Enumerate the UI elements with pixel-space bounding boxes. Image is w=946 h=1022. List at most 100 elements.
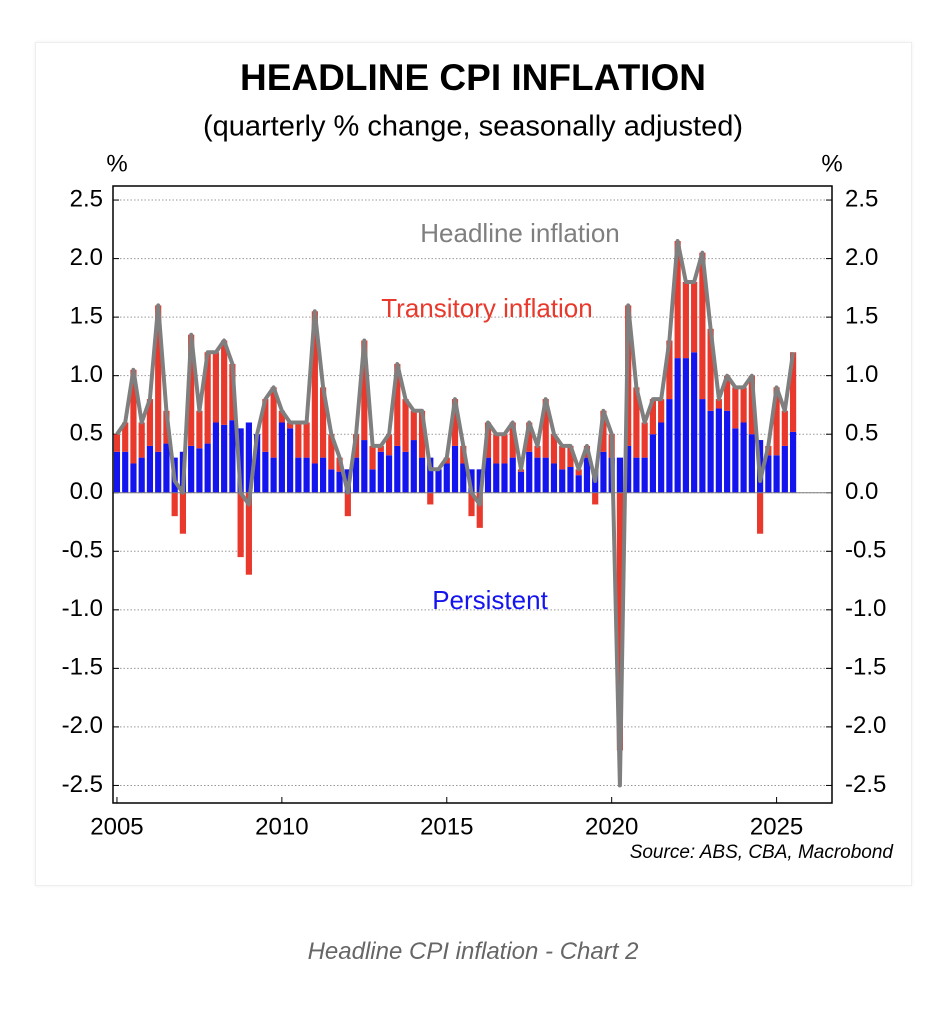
- bar: [732, 428, 739, 493]
- bar: [221, 424, 228, 493]
- bar: [724, 410, 731, 493]
- bar: [724, 375, 731, 411]
- bar: [666, 340, 673, 400]
- bar: [773, 455, 780, 493]
- y2-tick-label: 0.5: [845, 420, 878, 447]
- bar: [311, 311, 318, 464]
- y2-unit: %: [821, 150, 842, 177]
- y2-tick-label: 1.5: [845, 302, 878, 329]
- bar: [451, 399, 459, 446]
- bar: [633, 387, 640, 458]
- bar: [138, 457, 145, 493]
- y-tick-label: 1.0: [70, 361, 103, 388]
- bar: [385, 455, 393, 493]
- bar: [707, 410, 714, 493]
- bar: [130, 369, 137, 464]
- bar: [542, 399, 549, 458]
- bar: [501, 434, 508, 464]
- bar: [427, 492, 434, 505]
- bar: [592, 492, 599, 505]
- bar: [493, 463, 500, 493]
- bar: [377, 445, 384, 452]
- bar: [757, 492, 764, 534]
- y2-tick-label: -0.5: [845, 537, 886, 564]
- y-tick-label: -2.0: [62, 712, 103, 739]
- bar: [262, 451, 269, 493]
- bar: [649, 399, 657, 435]
- bar: [287, 422, 294, 429]
- bar: [410, 440, 417, 493]
- bar: [155, 451, 162, 493]
- bar: [715, 408, 722, 493]
- bar: [179, 492, 187, 534]
- bar: [526, 451, 533, 493]
- bar: [361, 340, 368, 441]
- bar: [468, 469, 475, 493]
- chart-subtitle: (quarterly % change, seasonally adjusted…: [203, 111, 743, 143]
- bar: [245, 422, 252, 493]
- bar: [443, 463, 450, 493]
- bar: [303, 422, 310, 458]
- bar: [410, 410, 417, 441]
- bar: [311, 463, 318, 493]
- bar: [674, 241, 681, 359]
- annotation: Persistent: [432, 585, 548, 615]
- chart-card: [35, 42, 912, 886]
- bar: [146, 399, 154, 446]
- x-tick-label: 2005: [90, 813, 143, 840]
- bar: [245, 492, 252, 575]
- y-tick-label: -1.5: [62, 654, 103, 681]
- bar: [542, 457, 549, 493]
- bar: [600, 451, 607, 493]
- bar: [130, 463, 137, 493]
- bar: [699, 252, 706, 400]
- bar: [377, 451, 384, 493]
- bar: [418, 457, 426, 493]
- bar: [320, 387, 327, 458]
- bar: [303, 457, 310, 493]
- bar: [682, 282, 689, 359]
- bar: [163, 443, 170, 493]
- bar: [402, 399, 409, 452]
- bar: [658, 399, 665, 423]
- bar: [781, 445, 788, 493]
- bar: [270, 457, 277, 493]
- bar: [707, 328, 714, 411]
- caption: Headline CPI inflation - Chart 2: [307, 938, 639, 965]
- bar: [658, 422, 665, 493]
- bar: [295, 422, 302, 458]
- bar: [385, 434, 393, 456]
- bar: [567, 445, 574, 467]
- bar: [691, 282, 698, 353]
- bar: [534, 457, 541, 493]
- y-tick-label: -0.5: [62, 537, 103, 564]
- y-tick-label: 2.0: [70, 244, 103, 271]
- x-tick-label: 2015: [420, 813, 473, 840]
- y2-tick-label: -1.0: [845, 595, 886, 622]
- bar: [526, 422, 533, 452]
- y2-tick-label: 0.0: [845, 478, 878, 505]
- bar: [262, 399, 269, 452]
- bar: [715, 399, 722, 409]
- bar: [188, 334, 195, 446]
- bar: [559, 445, 566, 470]
- bar: [212, 352, 219, 423]
- bar: [155, 305, 162, 452]
- bar: [567, 466, 574, 493]
- bar: [616, 492, 624, 751]
- bar: [649, 434, 657, 493]
- x-tick-label: 2025: [750, 813, 803, 840]
- bar: [295, 457, 302, 493]
- bar: [740, 422, 747, 493]
- bar: [435, 469, 442, 493]
- bar: [221, 340, 228, 425]
- bar: [674, 358, 681, 493]
- bar: [740, 387, 747, 423]
- line: [115, 239, 796, 788]
- bar: [699, 399, 706, 493]
- bar: [559, 469, 566, 493]
- y2-tick-label: 2.0: [845, 244, 878, 271]
- bar: [451, 445, 459, 493]
- bar: [550, 463, 558, 493]
